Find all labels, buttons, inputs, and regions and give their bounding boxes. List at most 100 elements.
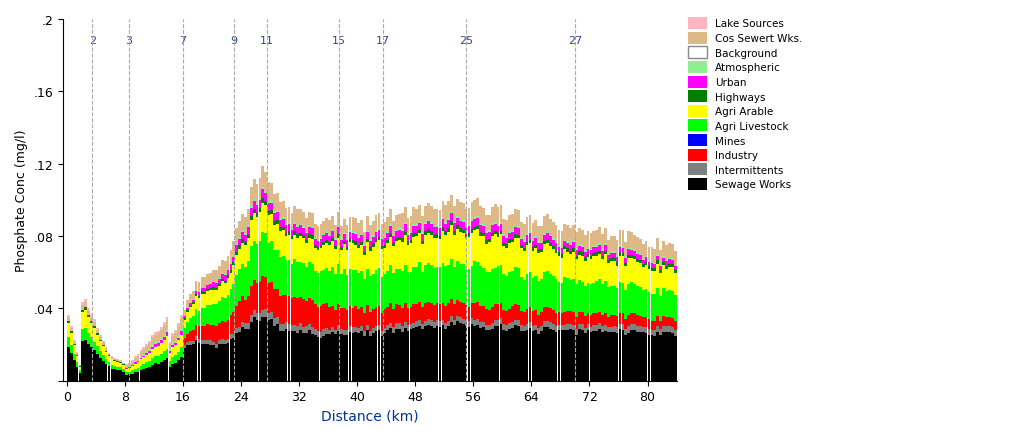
Bar	[552, 325, 555, 330]
Bar	[650, 321, 653, 330]
Bar	[360, 236, 362, 242]
Bar	[650, 247, 653, 262]
Bar	[647, 269, 650, 292]
Bar	[383, 245, 386, 249]
Bar	[587, 249, 590, 254]
Bar	[364, 313, 366, 332]
Bar	[381, 246, 383, 249]
Bar	[326, 240, 328, 243]
Bar	[236, 334, 239, 381]
Bar	[671, 265, 674, 268]
Bar	[575, 256, 578, 259]
Bar	[630, 324, 633, 330]
Bar	[381, 331, 383, 336]
Bar	[413, 224, 415, 226]
Bar	[264, 317, 267, 381]
Bar	[239, 270, 241, 301]
Bar	[291, 240, 293, 265]
Bar	[375, 231, 378, 233]
Bar	[598, 312, 601, 324]
Bar	[645, 334, 647, 381]
Bar	[531, 278, 535, 311]
Bar	[628, 255, 630, 258]
Bar	[381, 249, 383, 278]
Bar	[663, 242, 665, 257]
Bar	[471, 324, 473, 381]
Bar	[282, 295, 285, 325]
Bar	[482, 322, 485, 328]
Bar	[73, 342, 76, 344]
Bar	[128, 364, 131, 367]
Bar	[256, 205, 258, 214]
Bar	[364, 252, 366, 255]
Bar	[191, 303, 195, 305]
Bar	[346, 311, 348, 330]
Bar	[128, 374, 131, 381]
Bar	[630, 283, 633, 314]
Bar	[523, 312, 525, 326]
Bar	[459, 219, 462, 221]
Bar	[392, 235, 395, 237]
Bar	[607, 254, 609, 256]
Bar	[453, 224, 456, 231]
Bar	[625, 290, 627, 319]
Bar	[503, 325, 505, 330]
Bar	[386, 272, 389, 307]
Bar	[612, 251, 615, 253]
Bar	[346, 335, 348, 381]
Bar	[560, 249, 563, 255]
Bar	[139, 350, 142, 352]
Bar	[261, 187, 264, 189]
Bar	[334, 330, 337, 335]
Bar	[369, 226, 372, 240]
Bar	[511, 328, 514, 381]
Bar	[136, 360, 139, 361]
Bar	[424, 223, 427, 225]
Bar	[535, 311, 538, 325]
Bar	[506, 311, 508, 325]
Bar	[578, 324, 581, 330]
Bar	[73, 344, 76, 346]
Bar	[207, 324, 209, 340]
Bar	[610, 254, 612, 258]
Bar	[581, 324, 584, 330]
Bar	[549, 309, 552, 323]
Bar	[433, 226, 435, 227]
Bar	[490, 323, 494, 329]
Bar	[525, 233, 528, 235]
Bar	[587, 232, 590, 247]
Bar	[630, 255, 633, 258]
Bar	[343, 245, 345, 270]
Bar	[253, 180, 256, 199]
Bar	[444, 222, 447, 224]
Bar	[299, 324, 302, 330]
Bar	[473, 230, 476, 261]
Bar	[407, 245, 410, 272]
Bar	[424, 225, 427, 232]
Bar	[500, 205, 503, 222]
Bar	[229, 263, 232, 265]
Bar	[560, 247, 563, 249]
Bar	[622, 230, 625, 247]
Bar	[316, 250, 319, 273]
Bar	[479, 237, 482, 267]
Bar	[259, 313, 261, 321]
Bar	[276, 290, 279, 317]
Bar	[294, 325, 296, 332]
Bar	[389, 328, 392, 381]
Bar	[671, 318, 674, 328]
Bar	[204, 308, 206, 326]
Bar	[294, 231, 296, 235]
Bar	[645, 289, 647, 318]
Bar	[145, 346, 148, 351]
Bar	[650, 272, 653, 294]
Bar	[369, 240, 372, 241]
Bar	[154, 335, 157, 342]
Bar	[114, 359, 116, 360]
Bar	[659, 271, 662, 273]
Bar	[636, 262, 639, 286]
Bar	[398, 329, 400, 381]
Bar	[601, 285, 604, 315]
Bar	[329, 246, 331, 272]
Bar	[523, 224, 525, 240]
